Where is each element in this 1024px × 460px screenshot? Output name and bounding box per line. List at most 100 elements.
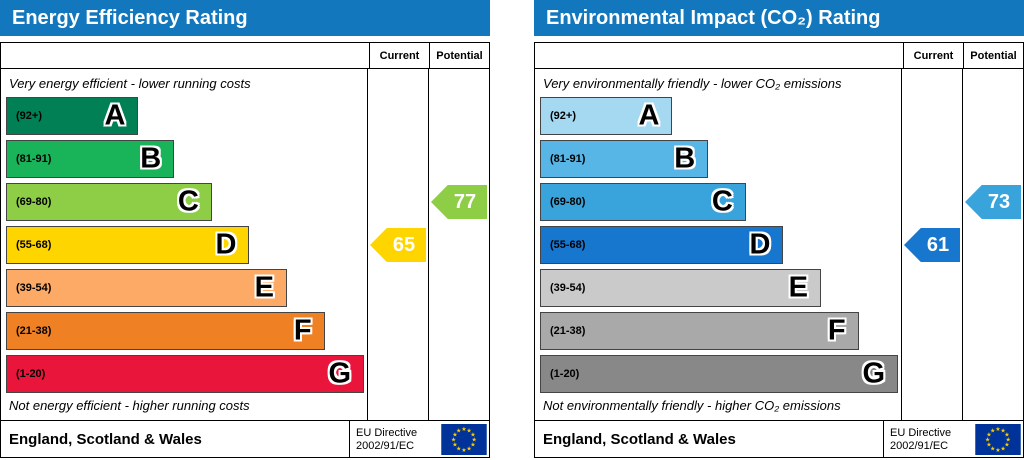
bottom-note: Not environmentally friendly - higher CO…	[543, 398, 841, 413]
band-bar-b: (81-91) B	[6, 140, 175, 178]
band-range-label: (1-20)	[550, 368, 580, 380]
band-row-c: (69-80) C	[540, 183, 898, 226]
band-row-a: (92+) A	[6, 97, 364, 140]
band-letter: D	[749, 228, 771, 261]
chart-footer: England, Scotland & Wales EU Directive 2…	[535, 420, 1023, 458]
band-row-a: (92+) A	[540, 97, 898, 140]
band-letter: D	[215, 228, 237, 261]
svg-text:★: ★	[995, 426, 1001, 433]
band-bar-c: (69-80) C	[540, 183, 746, 221]
current-rating-arrow: 65	[370, 228, 426, 262]
svg-text:★: ★	[470, 431, 476, 438]
current-column-divider	[901, 69, 902, 420]
band-range-label: (1-20)	[16, 368, 46, 380]
potential-column-header: Potential	[429, 43, 489, 68]
chart-footer: England, Scotland & Wales EU Directive 2…	[1, 420, 489, 458]
eu-directive-line1: EU Directive	[356, 426, 418, 439]
svg-text:★: ★	[472, 437, 478, 444]
band-range-label: (39-54)	[550, 282, 586, 294]
svg-text:★: ★	[990, 446, 996, 453]
svg-text:★: ★	[986, 431, 992, 438]
region-label: England, Scotland & Wales	[9, 431, 202, 448]
band-letter: A	[638, 99, 660, 132]
band-letter: B	[140, 142, 162, 175]
column-header-row: Current Potential	[1, 43, 489, 69]
rating-chart: Current Potential Very energy efficient …	[0, 42, 490, 458]
eu-directive-label: EU Directive 2002/91/EC	[349, 421, 437, 458]
band-bar-g: (1-20) G	[540, 355, 898, 393]
band-letter: A	[104, 99, 126, 132]
eu-flag-icon: ★ ★★ ★★★ ★★★ ★★★	[441, 424, 487, 455]
band-letter: G	[328, 357, 351, 390]
svg-text:★: ★	[995, 447, 1001, 454]
band-range-label: (21-38)	[16, 325, 52, 337]
eu-directive-label: EU Directive 2002/91/EC	[883, 421, 971, 458]
region-label: England, Scotland & Wales	[543, 431, 736, 448]
panel-title: Energy Efficiency Rating	[0, 0, 490, 36]
svg-text:★: ★	[452, 431, 458, 438]
svg-text:★: ★	[456, 446, 462, 453]
top-note: Very environmentally friendly - lower CO…	[543, 76, 842, 91]
current-column-divider	[367, 69, 368, 420]
band-bar-b: (81-91) B	[540, 140, 709, 178]
current-rating-arrow: 61	[904, 228, 960, 262]
band-bar-e: (39-54) E	[6, 269, 288, 307]
svg-text:★: ★	[451, 437, 457, 444]
eu-flag-icon: ★ ★★ ★★★ ★★★ ★★★	[975, 424, 1021, 455]
bottom-note: Not energy efficient - higher running co…	[9, 398, 250, 413]
energy-efficiency-panel: Energy Efficiency Rating Current Potenti…	[0, 0, 490, 460]
band-bar-f: (21-38) F	[6, 312, 325, 350]
svg-text:★: ★	[470, 442, 476, 449]
potential-rating-arrow: 73	[965, 185, 1021, 219]
svg-text:★: ★	[456, 428, 462, 435]
band-range-label: (55-68)	[550, 239, 586, 251]
potential-column-divider	[962, 69, 963, 420]
column-header-spacer	[1, 43, 369, 68]
eu-directive-line2: 2002/91/EC	[356, 439, 415, 452]
band-bar-e: (39-54) E	[540, 269, 822, 307]
band-bar-c: (69-80) C	[6, 183, 212, 221]
band-letter: B	[674, 142, 696, 175]
svg-text:★: ★	[1000, 428, 1006, 435]
band-range-label: (92+)	[550, 110, 576, 122]
svg-text:★: ★	[1006, 437, 1012, 444]
band-range-label: (81-91)	[16, 153, 52, 165]
svg-text:★: ★	[1000, 446, 1006, 453]
band-row-d: (55-68) D	[540, 226, 898, 269]
band-letter: E	[788, 271, 809, 304]
eu-directive-line1: EU Directive	[890, 426, 952, 439]
band-row-e: (39-54) E	[6, 269, 364, 312]
bands: (92+) A (81-91) B (69-80) C (55-68) D (39-54) E (2…	[6, 97, 364, 398]
band-bar-a: (92+) A	[6, 97, 139, 135]
band-bar-f: (21-38) F	[540, 312, 859, 350]
band-letter: E	[254, 271, 275, 304]
band-row-b: (81-91) B	[6, 140, 364, 183]
column-header-row: Current Potential	[535, 43, 1023, 69]
current-column-header: Current	[369, 43, 429, 68]
svg-text:★: ★	[990, 428, 996, 435]
band-bar-d: (55-68) D	[6, 226, 250, 264]
band-bar-d: (55-68) D	[540, 226, 784, 264]
band-row-b: (81-91) B	[540, 140, 898, 183]
band-row-g: (1-20) G	[540, 355, 898, 398]
band-row-d: (55-68) D	[6, 226, 364, 269]
column-header-spacer	[535, 43, 903, 68]
band-letter: G	[862, 357, 885, 390]
band-row-e: (39-54) E	[540, 269, 898, 312]
band-range-label: (21-38)	[550, 325, 586, 337]
band-letter: C	[177, 185, 199, 218]
svg-text:★: ★	[466, 446, 472, 453]
potential-column-header: Potential	[963, 43, 1023, 68]
band-row-f: (21-38) F	[540, 312, 898, 355]
band-range-label: (69-80)	[550, 196, 586, 208]
band-range-label: (39-54)	[16, 282, 52, 294]
band-range-label: (55-68)	[16, 239, 52, 251]
band-letter: F	[293, 314, 312, 347]
band-letter: F	[827, 314, 846, 347]
band-range-label: (69-80)	[16, 196, 52, 208]
top-note: Very energy efficient - lower running co…	[9, 76, 251, 91]
svg-text:★: ★	[466, 428, 472, 435]
band-bar-a: (92+) A	[540, 97, 673, 135]
svg-text:★: ★	[1004, 431, 1010, 438]
svg-text:★: ★	[461, 426, 467, 433]
